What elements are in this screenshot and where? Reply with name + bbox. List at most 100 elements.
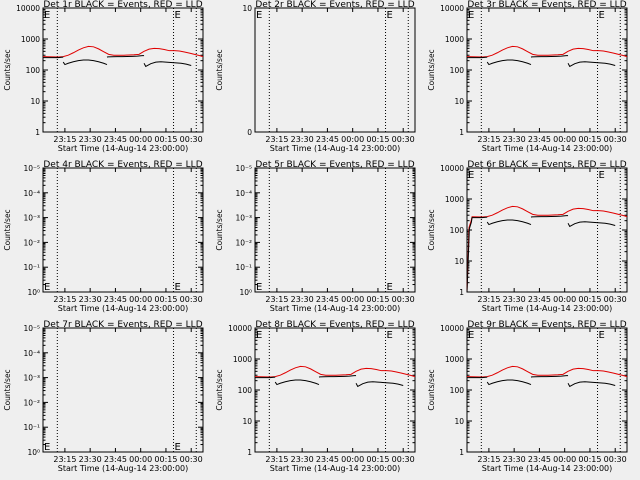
x-tick-label: 00:30: [392, 455, 415, 464]
panel-title: Det 7r BLACK = Events, RED = LLD: [43, 320, 202, 330]
events-series-line: [567, 381, 616, 388]
event-flag-marker: E: [599, 170, 605, 181]
panel-det7: Det 7r BLACK = Events, RED = LLD 23:15 23:…: [3, 320, 204, 473]
x-axis-label: Start Time (14-Aug-14 23:00:00): [58, 464, 189, 473]
x-tick-label: 23:45: [528, 455, 551, 464]
event-flag-marker: E: [256, 10, 262, 21]
x-tick-label: 23:45: [528, 135, 551, 144]
panel-title: Det 5r BLACK = Events, RED = LLD: [255, 160, 414, 170]
y-axis-label: Counts/sec: [3, 49, 12, 90]
y-tick-label: 10⁻⁴: [23, 349, 40, 358]
events-series-line: [567, 61, 616, 68]
x-axis-label: Start Time (14-Aug-14 23:00:00): [270, 144, 401, 153]
plot-frame: [254, 7, 416, 133]
x-axis-label: Start Time (14-Aug-14 23:00:00): [270, 464, 401, 473]
plot-frame: [466, 7, 628, 133]
y-tick-label: 100: [238, 386, 253, 395]
events-series-line: [486, 379, 532, 386]
event-flag-marker: E: [44, 282, 50, 293]
y-tick-label: 10⁻²: [23, 238, 40, 247]
y-tick-label: 10⁻³: [23, 214, 40, 223]
event-flag-marker: E: [256, 282, 262, 293]
event-flag-marker: E: [599, 10, 605, 21]
y-tick-label: 10⁻¹: [23, 423, 40, 432]
y-tick-label: 1000: [445, 355, 464, 364]
x-tick-label: 23:15: [265, 455, 288, 464]
event-flag-marker: E: [387, 10, 393, 21]
events-series-line: [143, 61, 192, 68]
y-tick-label: 10000: [16, 4, 40, 13]
x-tick-label: 00:30: [180, 455, 203, 464]
x-tick-label: 00:30: [604, 135, 627, 144]
x-tick-label: 23:30: [79, 455, 102, 464]
x-tick-label: 00:15: [154, 135, 177, 144]
event-flag-marker: E: [175, 282, 181, 293]
plot-frame: [254, 327, 416, 453]
plot-frame: [42, 167, 204, 293]
y-axis-label: Counts/sec: [215, 209, 224, 250]
x-tick-label: 23:45: [528, 295, 551, 304]
x-axis-label: Start Time (14-Aug-14 23:00:00): [482, 304, 613, 313]
x-axis-label: Start Time (14-Aug-14 23:00:00): [482, 144, 613, 153]
plot-frame: [466, 327, 628, 453]
x-tick-label: 00:30: [604, 455, 627, 464]
y-tick-label: 1: [247, 448, 252, 457]
x-tick-label: 00:00: [553, 455, 576, 464]
y-tick-label: 10⁻³: [23, 374, 40, 383]
events-series-line: [62, 59, 108, 66]
event-flag-marker: E: [256, 330, 262, 341]
events-series-line: [530, 215, 569, 218]
x-tick-label: 00:00: [129, 295, 152, 304]
events-series-line: [486, 219, 532, 226]
events-series-line: [467, 56, 488, 59]
y-tick-label: 10⁻⁴: [23, 189, 40, 198]
y-axis-label: Counts/sec: [215, 49, 224, 90]
panel-det2: Det 2r BLACK = Events, RED = LLD 23:15 23:…: [215, 0, 416, 153]
event-flag-marker: E: [44, 442, 50, 453]
x-tick-label: 00:15: [366, 135, 389, 144]
events-series-line: [467, 376, 488, 379]
x-tick-label: 00:15: [154, 295, 177, 304]
y-tick-label: 10⁻³: [235, 214, 252, 223]
event-flag-marker: E: [599, 330, 605, 341]
x-tick-label: 23:30: [291, 135, 314, 144]
plot-frame: [254, 167, 416, 293]
event-flag-marker: E: [175, 10, 181, 21]
y-tick-label: 10⁻¹: [235, 263, 252, 272]
y-tick-label: 10⁻⁵: [23, 324, 40, 333]
y-tick-label: 1000: [445, 35, 464, 44]
x-axis-label: Start Time (14-Aug-14 23:00:00): [482, 464, 613, 473]
panel-title: Det 2r BLACK = Events, RED = LLD: [255, 0, 414, 10]
x-axis-label: Start Time (14-Aug-14 23:00:00): [58, 304, 189, 313]
x-tick-label: 23:15: [53, 135, 76, 144]
y-axis-label: Counts/sec: [3, 369, 12, 410]
y-tick-label: 1000: [21, 35, 40, 44]
x-tick-label: 23:30: [291, 295, 314, 304]
events-series-line: [106, 55, 145, 58]
y-tick-label: 1: [459, 448, 464, 457]
x-tick-label: 00:00: [341, 455, 364, 464]
y-tick-label: 10⁻¹: [23, 263, 40, 272]
y-tick-label: 10⁻²: [23, 398, 40, 407]
x-tick-label: 00:00: [553, 135, 576, 144]
y-tick-label: 10⁻²: [235, 238, 252, 247]
x-tick-label: 23:15: [265, 135, 288, 144]
event-flag-marker: E: [468, 10, 474, 21]
y-tick-label: 10: [242, 4, 252, 13]
y-axis-label: Counts/sec: [3, 209, 12, 250]
x-tick-label: 23:30: [503, 135, 526, 144]
x-tick-label: 00:30: [392, 295, 415, 304]
y-tick-label: 10⁻⁴: [235, 189, 252, 198]
y-tick-label: 1: [35, 128, 40, 137]
x-tick-label: 23:15: [53, 455, 76, 464]
x-tick-label: 00:00: [553, 295, 576, 304]
y-tick-label: 10: [242, 417, 252, 426]
x-tick-label: 00:00: [129, 455, 152, 464]
panel-title: Det 4r BLACK = Events, RED = LLD: [43, 160, 202, 170]
